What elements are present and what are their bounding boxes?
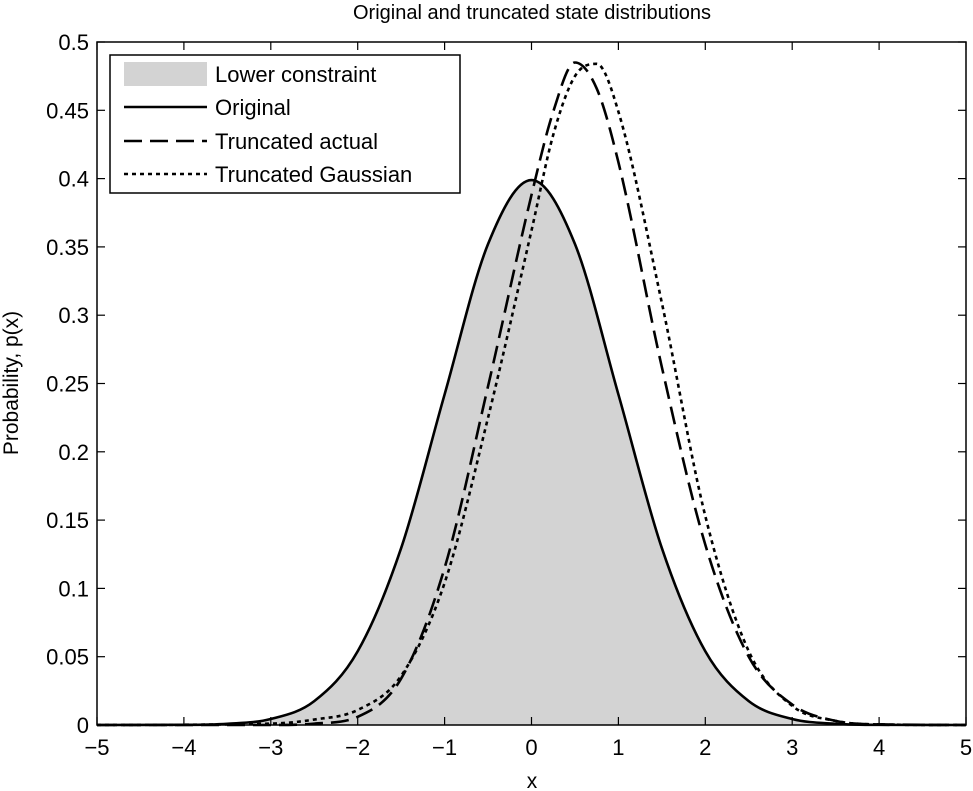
x-tick-label: 2 [699, 735, 711, 760]
y-tick-label: 0.25 [46, 372, 89, 397]
x-tick-label: 4 [873, 735, 885, 760]
y-tick-label: 0 [77, 713, 89, 738]
x-tick-label: −3 [258, 735, 283, 760]
series-lower-constraint-area [97, 180, 966, 726]
series-truncated-gaussian-line [96, 62, 967, 727]
legend-label-truncated-gaussian: Truncated Gaussian [215, 162, 412, 187]
y-tick-label: 0.35 [46, 235, 89, 260]
legend: Lower constraint Original Truncated actu… [109, 54, 461, 194]
x-tick-label: 0 [525, 735, 537, 760]
x-tick-label: 1 [612, 735, 624, 760]
y-axis-label: Probability, p(x) [0, 311, 23, 455]
x-tick-label: −2 [345, 735, 370, 760]
series-truncated-actual-line [96, 61, 967, 727]
x-tick-label: −5 [84, 735, 109, 760]
y-tick-label: 0.2 [58, 440, 89, 465]
y-tick-label: 0.45 [46, 98, 89, 123]
legend-label-original: Original [215, 95, 291, 120]
y-tick-label: 0.4 [58, 167, 89, 192]
y-tick-label: 0.05 [46, 645, 89, 670]
legend-label-truncated-actual: Truncated actual [215, 129, 378, 154]
y-tick-label: 0.3 [58, 303, 89, 328]
plot-area [96, 61, 967, 727]
y-tick-label: 0.5 [58, 30, 89, 55]
legend-label-lower-constraint: Lower constraint [215, 62, 376, 87]
x-tick-label: −4 [171, 735, 196, 760]
chart-title: Original and truncated state distributio… [353, 2, 711, 24]
y-tick-label: 0.1 [58, 576, 89, 601]
x-axis-label: x [527, 770, 538, 791]
x-tick-label: −1 [432, 735, 457, 760]
legend-swatch-lower-constraint [124, 62, 207, 86]
axes: −5 −4 −3 −2 −1 0 1 2 3 4 5 0 0.05 0.1 0.15 0.2 0.25 0.3 0.… [46, 30, 972, 760]
x-tick-label: 3 [786, 735, 798, 760]
y-tick-label: 0.15 [46, 508, 89, 533]
x-tick-label: 5 [960, 735, 972, 760]
series-original-line [96, 178, 967, 727]
